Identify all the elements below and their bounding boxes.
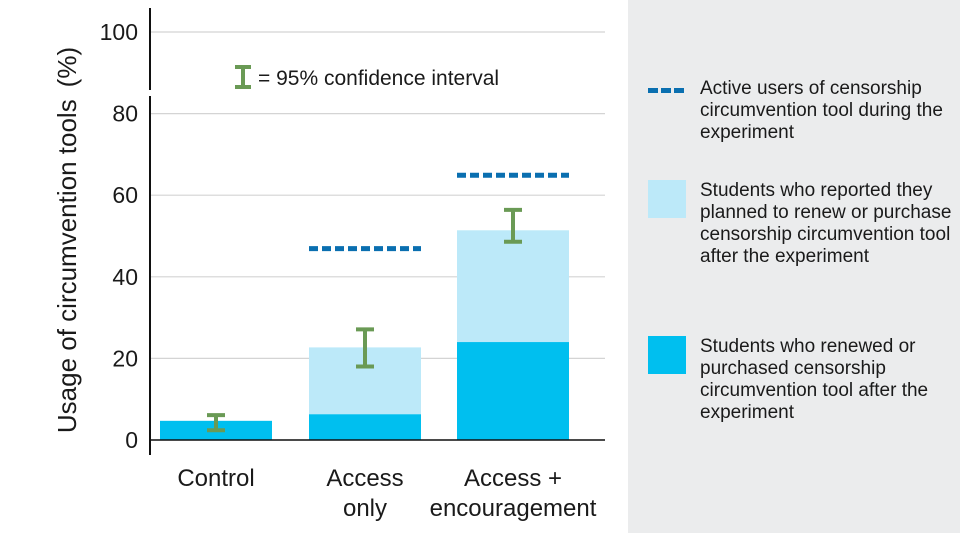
error-bar	[207, 413, 225, 433]
y-axis-unit: (%)	[52, 47, 82, 87]
x-tick-label-line: Control	[177, 465, 254, 492]
error-bar	[504, 207, 522, 244]
y-tick-label: 40	[112, 264, 138, 290]
x-tick-label: Control	[177, 465, 254, 492]
legend: Active users of censorship circumvention…	[628, 0, 960, 533]
legend-label-planned: Students who reported they planned to re…	[700, 180, 952, 267]
x-tick-label: Access + encouragement	[430, 465, 597, 522]
x-tick-label-line: encouragement	[430, 495, 597, 522]
y-tick-label: 0	[125, 427, 138, 453]
bar-renewed	[457, 342, 569, 440]
legend-swatch-light-blue	[648, 180, 686, 218]
y-axis-label-text: Usage of circumvention tools	[52, 99, 82, 433]
x-tick-label-line: Access +	[464, 465, 562, 492]
y-tick-label: 20	[112, 345, 138, 371]
ci-annotation-text: = 95% confidence interval	[258, 67, 499, 90]
bar-chart: 0 20 40 60 80 100 Usage of circumvention tools…	[52, 8, 605, 522]
y-tick-label: 100	[100, 19, 138, 45]
legend-label-renewed: Students who renewed or purchased censor…	[700, 336, 929, 423]
x-tick-label-line: only	[343, 495, 387, 522]
legend-swatch-blue	[648, 336, 686, 374]
legend-label-active-users: Active users of censorship circumvention…	[700, 78, 943, 143]
bar-renewed	[309, 414, 421, 440]
x-tick-label: Access only	[326, 465, 403, 522]
y-axis-label: Usage of circumvention tools (%)	[52, 47, 82, 433]
legend-swatch-dashed-line	[648, 88, 684, 93]
y-tick-label: 60	[112, 182, 138, 208]
y-tick-label: 80	[112, 101, 138, 127]
x-tick-label-line: Access	[326, 465, 403, 492]
ci-annotation: = 95% confidence interval	[235, 65, 499, 90]
error-bar	[356, 327, 374, 369]
